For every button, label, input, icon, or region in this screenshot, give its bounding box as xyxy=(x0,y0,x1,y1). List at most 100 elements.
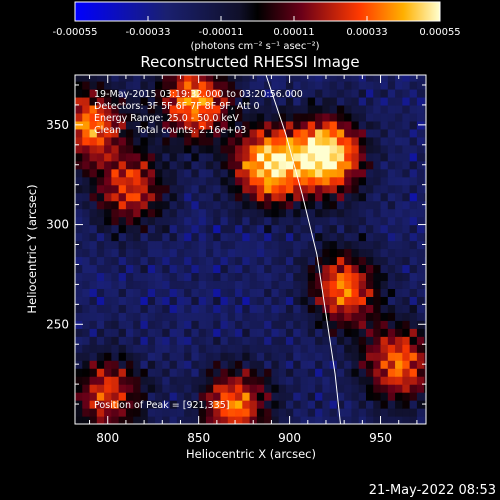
heatmap-cell xyxy=(351,416,360,424)
heatmap-cell xyxy=(271,248,280,258)
heatmap-cell xyxy=(307,128,316,138)
heatmap-cell xyxy=(89,224,98,234)
heatmap-cell xyxy=(176,152,185,162)
heatmap-cell xyxy=(307,320,316,329)
heatmap-cell xyxy=(285,352,294,361)
heatmap-cell xyxy=(358,232,367,242)
heatmap-cell xyxy=(416,416,425,424)
heatmap-cell xyxy=(75,312,83,321)
heatmap-cell xyxy=(344,192,353,202)
heatmap-cell xyxy=(285,240,294,250)
heatmap-cell xyxy=(140,392,149,401)
heatmap-cell xyxy=(336,392,345,401)
heatmap-cell xyxy=(256,368,265,377)
heatmap-cell xyxy=(169,352,178,361)
heatmap-cell xyxy=(191,272,200,282)
heatmap-cell xyxy=(227,400,236,409)
heatmap-cell xyxy=(249,168,258,178)
heatmap-cell xyxy=(256,128,265,138)
heatmap-cell xyxy=(82,152,91,162)
heatmap-cell xyxy=(235,176,243,186)
heatmap-cell xyxy=(380,296,389,305)
heatmap-cell xyxy=(235,416,243,424)
heatmap-cell xyxy=(307,280,316,289)
heatmap-cell xyxy=(315,376,323,385)
heatmap-cell xyxy=(329,400,338,409)
heatmap-cell xyxy=(140,376,149,385)
heatmap-cell xyxy=(213,208,222,218)
heatmap-cell xyxy=(351,360,360,369)
heatmap-cell xyxy=(387,296,396,305)
heatmap-cell xyxy=(329,336,338,345)
heatmap-cell xyxy=(118,248,127,258)
heatmap-cell xyxy=(213,144,222,154)
heatmap-cell xyxy=(213,120,222,130)
heatmap-cell xyxy=(300,136,309,146)
heatmap-cell xyxy=(380,192,389,202)
heatmap-cell xyxy=(89,120,98,130)
heatmap-cell xyxy=(198,384,207,393)
heatmap-cell xyxy=(373,112,382,122)
heatmap-cell xyxy=(344,352,353,361)
heatmap-cell xyxy=(358,344,367,353)
heatmap-cell xyxy=(176,392,185,401)
heatmap-cell xyxy=(373,272,382,282)
heatmap-cell xyxy=(285,224,294,234)
heatmap-cell xyxy=(271,208,280,218)
heatmap-cell xyxy=(220,280,229,289)
heatmap-cell xyxy=(198,248,207,258)
heatmap-cell xyxy=(315,280,323,289)
heatmap-cell xyxy=(424,216,426,226)
heatmap-cell xyxy=(184,192,192,202)
heatmap-cell xyxy=(307,272,316,282)
heatmap-cell xyxy=(387,136,396,146)
heatmap-cell xyxy=(358,304,367,313)
heatmap-cell xyxy=(373,216,382,226)
heatmap-cell xyxy=(96,240,105,250)
heatmap-cell xyxy=(205,352,214,361)
heatmap-cell xyxy=(329,368,338,377)
heatmap-cell xyxy=(242,264,251,274)
heatmap-cell xyxy=(402,328,411,337)
heatmap-cell xyxy=(89,184,98,194)
heatmap-cell xyxy=(358,80,367,90)
heatmap-cell xyxy=(285,256,294,266)
heatmap-cell xyxy=(118,336,127,345)
heatmap-cell xyxy=(307,304,316,313)
heatmap-cell xyxy=(220,112,229,122)
heatmap-cell xyxy=(249,400,258,409)
heatmap-cell xyxy=(293,136,302,146)
heatmap-cell xyxy=(162,75,171,82)
heatmap-cell xyxy=(264,120,273,130)
heatmap-cell xyxy=(271,216,280,226)
heatmap-cell xyxy=(358,88,367,98)
heatmap-cell xyxy=(118,352,127,361)
heatmap-cell xyxy=(89,296,98,305)
heatmap-cell xyxy=(191,328,200,337)
heatmap-cell xyxy=(373,200,382,210)
heatmap-cell xyxy=(307,240,316,250)
heatmap-cell xyxy=(96,264,105,274)
heatmap-cell xyxy=(96,272,105,282)
heatmap-cell xyxy=(300,392,309,401)
heatmap-cell xyxy=(82,272,91,282)
heatmap-cell xyxy=(82,120,91,130)
heatmap-cell xyxy=(409,184,418,194)
heatmap-cell xyxy=(293,312,302,321)
heatmap-cell xyxy=(89,248,98,258)
heatmap-cell xyxy=(358,280,367,289)
heatmap-cell xyxy=(409,208,418,218)
heatmap-cell xyxy=(155,392,163,401)
heatmap-cell xyxy=(395,232,403,242)
heatmap-cell xyxy=(409,75,418,82)
heatmap-cell xyxy=(351,88,360,98)
heatmap-cell xyxy=(104,304,112,313)
heatmap-cell xyxy=(125,320,134,329)
heatmap-cell xyxy=(336,384,345,393)
heatmap-cell xyxy=(264,232,273,242)
heatmap-cell xyxy=(147,80,156,90)
heatmap-cell xyxy=(271,136,280,146)
heatmap-cell xyxy=(322,112,331,122)
heatmap-cell xyxy=(387,312,396,321)
heatmap-cell xyxy=(111,75,120,82)
